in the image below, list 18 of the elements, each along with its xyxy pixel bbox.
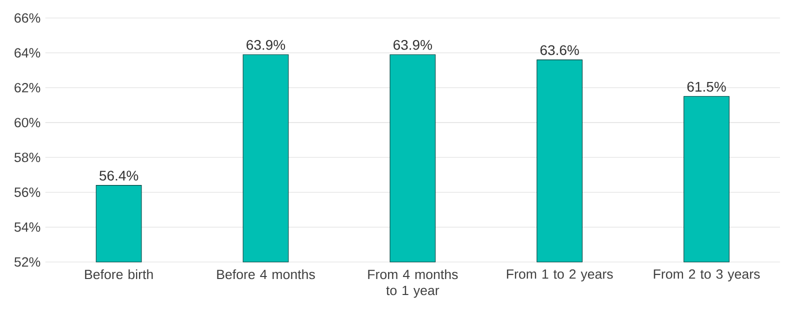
y-tick-label: 62% [14, 82, 40, 92]
y-tick-label: 66% [14, 13, 40, 23]
x-tick-label: From 1 to 2 years [506, 269, 613, 282]
x-tick-label: Before 4 months [217, 269, 315, 280]
data-label: 56.4% [100, 170, 138, 181]
data-label: 63.6% [540, 45, 579, 56]
data-label: 63.9% [394, 40, 432, 50]
y-tick-label: 58% [14, 152, 40, 162]
y-tick-label: 52% [14, 257, 40, 267]
x-tick-label: Before birth [85, 269, 153, 280]
x-tick-label: From 4 months to 1 year [368, 269, 458, 298]
x-tick-label: From 2 to 3 years [654, 269, 760, 282]
y-tick-label: 56% [14, 188, 40, 197]
data-label: 61.5% [687, 82, 726, 92]
y-tick-label: 60% [14, 118, 40, 128]
y-tick-label: 54% [14, 222, 40, 232]
data-label: 63.9% [246, 40, 286, 50]
y-tick-label: 64% [14, 48, 40, 58]
